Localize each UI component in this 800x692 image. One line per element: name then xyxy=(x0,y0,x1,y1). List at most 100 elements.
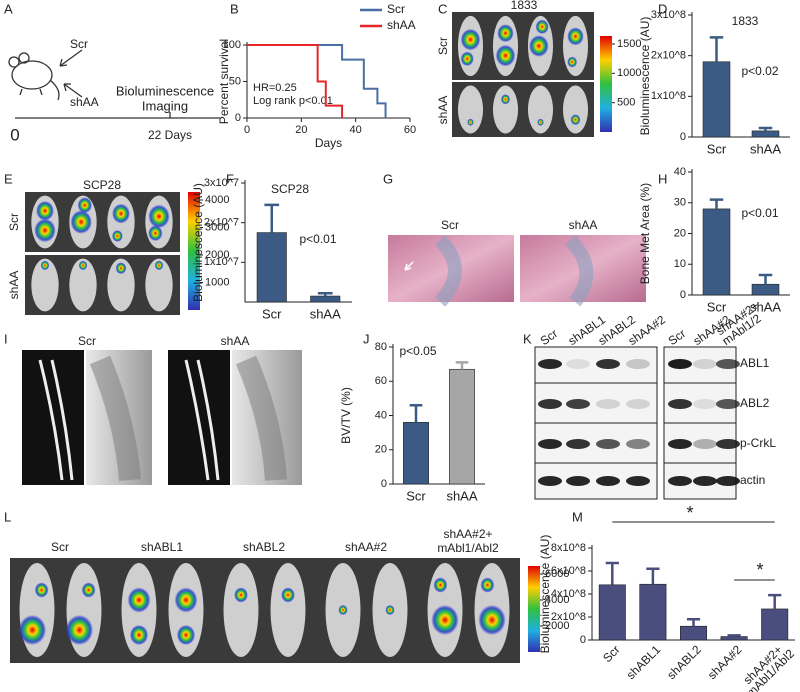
blot-band xyxy=(668,359,692,369)
y-axis-label: Bone Met Area (%) xyxy=(638,183,652,284)
panel-label: K xyxy=(523,331,532,346)
y-axis-label: Bioluminescence (AU) xyxy=(191,183,205,302)
bar xyxy=(310,295,341,303)
x-tick-label: Scr xyxy=(406,488,426,503)
signal xyxy=(467,118,474,126)
y-tick-label: 10 xyxy=(674,258,686,270)
colorbar-tick-label: 1500 xyxy=(617,38,641,50)
y-tick-label: 3x10^7 xyxy=(204,177,239,189)
mouse-body xyxy=(107,258,135,312)
signal xyxy=(480,577,495,593)
panel-label: C xyxy=(438,1,447,16)
x-tick-label: Scr xyxy=(707,141,727,156)
annotation: p<0.01 xyxy=(299,232,336,246)
y-tick-label: 100 xyxy=(223,39,241,51)
bar xyxy=(702,208,731,296)
colorbar-tick-label: 1000 xyxy=(205,276,229,288)
y-axis-label: Percent survival xyxy=(217,39,231,124)
bar xyxy=(256,232,287,303)
error-bar xyxy=(758,126,773,131)
colorbar-tick-label: 6000 xyxy=(545,568,569,580)
panel-label: L xyxy=(4,509,11,524)
y-tick-label: 20 xyxy=(674,227,686,239)
annotation: p<0.01 xyxy=(741,206,778,220)
column-label: Scr xyxy=(78,334,96,348)
blot-band xyxy=(566,359,590,369)
group-label: shAA#2+ xyxy=(443,527,492,541)
signal xyxy=(567,27,584,46)
bar xyxy=(639,583,667,641)
signal xyxy=(338,604,348,616)
blot-band xyxy=(693,399,717,409)
signal xyxy=(460,51,474,67)
arrow xyxy=(404,261,414,271)
y-tick-label: 50 xyxy=(229,75,241,87)
annotation: HR=0.25 xyxy=(253,82,297,94)
y-tick-label: 0 xyxy=(235,112,241,124)
blot-band xyxy=(626,439,650,449)
bar xyxy=(403,422,429,485)
error-bar xyxy=(605,561,619,585)
timeline-label: Bioluminescence xyxy=(116,83,214,98)
blot-band xyxy=(668,399,692,409)
bar xyxy=(449,368,475,485)
mouse-body xyxy=(223,563,259,657)
error-bar xyxy=(758,273,773,285)
panel-label: F xyxy=(226,171,234,186)
survival-line xyxy=(247,44,387,118)
image-title: 1833 xyxy=(511,0,538,12)
signal xyxy=(127,587,151,613)
blot-band xyxy=(693,439,717,449)
colorbar xyxy=(528,566,540,652)
annotation: p<0.05 xyxy=(399,344,436,358)
panel-label: E xyxy=(4,171,13,186)
colorbar-tick-label: 4000 xyxy=(205,194,229,206)
mouse-cartoon xyxy=(8,49,220,119)
mouse-body xyxy=(492,85,519,134)
x-tick-label: Scr xyxy=(262,306,282,321)
timeline-tick: 22 Days xyxy=(148,128,192,142)
signal xyxy=(78,260,88,271)
blot-band xyxy=(538,476,562,486)
signal xyxy=(234,587,248,603)
y-tick-label: 40 xyxy=(674,166,686,178)
column-label: shAA xyxy=(221,334,250,348)
signal xyxy=(34,218,56,243)
blot-row-label: p-CrkL xyxy=(740,436,776,450)
blot-band xyxy=(626,359,650,369)
blot-row-label: ABL1 xyxy=(740,356,770,370)
signal xyxy=(115,262,127,275)
survival-line xyxy=(247,44,344,118)
blot-band xyxy=(626,476,650,486)
annotation: Log rank p<0.01 xyxy=(253,95,333,107)
image-title: SCP28 xyxy=(83,178,121,192)
y-tick-label: 30 xyxy=(674,197,686,209)
y-tick-label: 2x10^7 xyxy=(204,217,239,229)
colorbar xyxy=(600,36,612,132)
y-tick-label: 20 xyxy=(375,444,387,456)
mouse-body xyxy=(527,85,554,134)
signal xyxy=(495,44,516,67)
x-axis-label: Days xyxy=(315,136,342,150)
blot-row-label: ABL2 xyxy=(740,396,770,410)
legend-label: Scr xyxy=(387,2,405,16)
lane-label: Scr xyxy=(538,326,561,348)
signal xyxy=(460,28,481,51)
y-tick-label: 2x10^8 xyxy=(651,50,686,62)
blot-band xyxy=(716,399,740,409)
y-tick-label: 80 xyxy=(375,341,387,353)
chart-title: SCP28 xyxy=(271,182,309,196)
blot-row-label: actin xyxy=(740,473,765,487)
signal xyxy=(148,204,170,229)
y-tick-label: 0 xyxy=(381,478,387,490)
y-tick-label: 2x10^8 xyxy=(551,611,586,623)
x-tick-label: shABL1 xyxy=(624,642,664,682)
error-bar xyxy=(686,618,701,627)
row-label: shAA xyxy=(7,271,21,300)
error-bar xyxy=(455,361,469,370)
row-label: Scr xyxy=(7,213,21,231)
bar xyxy=(598,584,626,641)
annotation: * xyxy=(756,560,763,580)
signal xyxy=(36,200,54,221)
